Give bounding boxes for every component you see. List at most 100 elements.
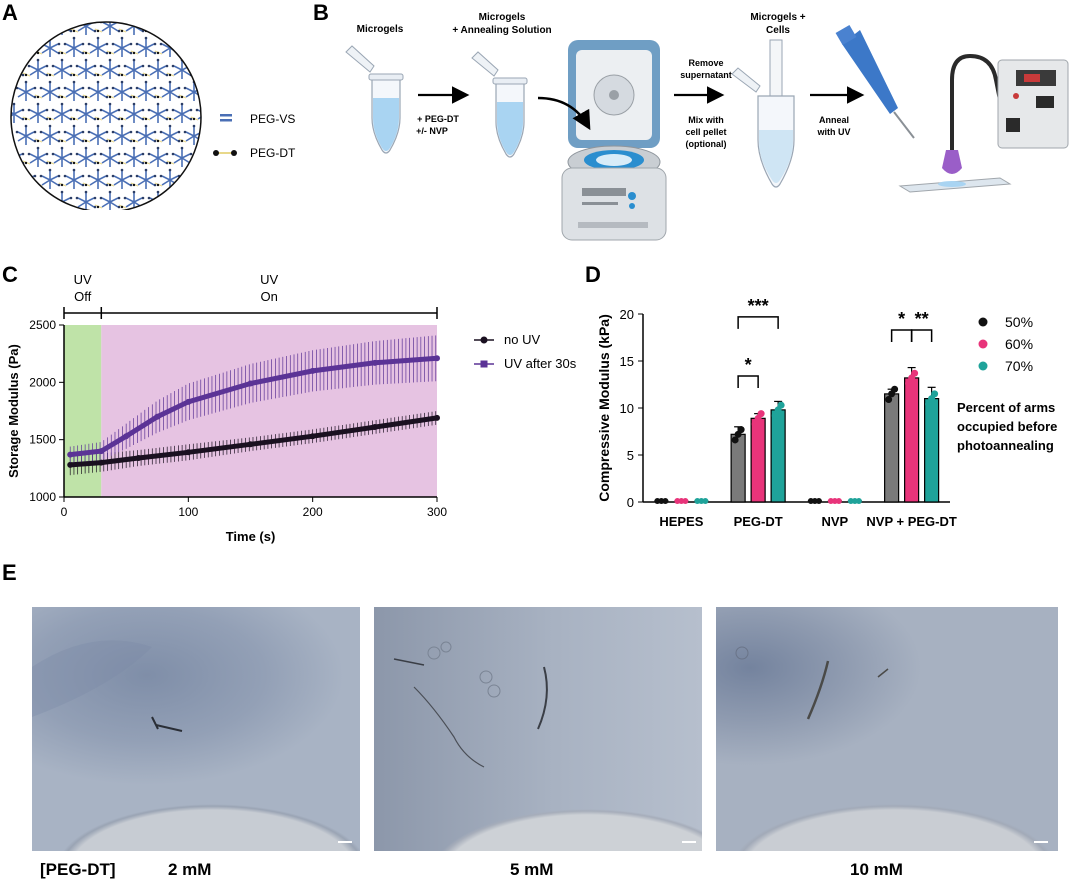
- peg-dt-end: [132, 51, 136, 55]
- step3-label-b: Cells: [766, 25, 790, 36]
- peg-vs-star: [50, 145, 74, 168]
- peg-vs-star: [122, 145, 146, 168]
- peg-vs-star: [38, 167, 62, 190]
- panel-a-legend: PEG-VS PEG-DT: [213, 112, 296, 160]
- c-legend-marker: [480, 336, 488, 344]
- significance-bracket: [910, 329, 933, 342]
- peg-dt-end: [84, 51, 88, 55]
- d-legend-marker: [978, 339, 988, 349]
- peg-dt-end: [156, 183, 160, 187]
- peg-dt-end: [192, 29, 196, 33]
- peg-vs-star: [74, 101, 98, 124]
- replicate-point: [931, 390, 939, 398]
- peg-dt-end: [84, 183, 88, 187]
- peg-vs-star: [146, 57, 170, 80]
- d-legend-label: 70%: [1005, 358, 1033, 374]
- peg-dt-end: [24, 73, 28, 77]
- peg-dt-linker: [203, 95, 210, 98]
- peg-vs-star: [50, 101, 74, 124]
- peg-dt-linker: [166, 204, 175, 209]
- peg-dt-end: [72, 117, 76, 121]
- peg-vs-star: [208, 81, 220, 101]
- peg-vs-star: [62, 79, 86, 102]
- peg-dt-end: [36, 51, 40, 55]
- significance-label: ***: [748, 296, 769, 316]
- c-x-axis-label: Time (s): [226, 529, 276, 544]
- bar: [730, 433, 746, 503]
- peg-vs-star: [134, 123, 158, 146]
- peg-vs-star: [134, 167, 158, 190]
- replicate-point: [925, 400, 933, 408]
- series-0-point: [434, 414, 440, 421]
- peg-dt-end: [120, 73, 124, 77]
- uv-region-label-top: UV: [74, 272, 92, 287]
- series-line-0: [70, 415, 438, 468]
- d-y-tick-label: 5: [627, 448, 634, 463]
- peg-dt-end: [144, 117, 148, 121]
- annealing-tube-icon: [471, 51, 528, 158]
- d-legend-title-line: photoannealing: [957, 438, 1054, 453]
- series-1-point: [247, 380, 254, 387]
- replicate-point: [771, 412, 779, 420]
- series-0-point: [371, 424, 378, 431]
- peg-dt-end: [84, 139, 88, 143]
- condition-label-10mM: 10 mM: [850, 860, 903, 879]
- peg-dt-end: [192, 117, 196, 121]
- series-1-point: [98, 448, 105, 455]
- series-1-point: [123, 433, 130, 440]
- d-category-label: PEG-DT: [734, 514, 783, 529]
- d-y-tick-label: 20: [620, 307, 634, 322]
- peg-dt-linker: [142, 204, 151, 209]
- peg-dt-end: [156, 139, 160, 143]
- peg-vs-star: [122, 101, 146, 124]
- peg-vs-star: [86, 167, 110, 190]
- peg-dt-linker: [46, 28, 55, 33]
- peg-dt-end: [180, 139, 184, 143]
- peg-dt-end: [96, 117, 100, 121]
- peg-dt-end: [205, 96, 207, 98]
- peg-vs-star: [170, 22, 194, 36]
- peg-dt-end: [96, 73, 100, 77]
- replicate-point: [737, 426, 745, 434]
- bar: [904, 377, 920, 503]
- peg-dt-end: [48, 117, 52, 121]
- peg-dt-end: [205, 52, 207, 54]
- series-0-point: [67, 461, 74, 468]
- peg-dt-linker: [178, 182, 187, 187]
- peg-dt-end: [180, 183, 184, 187]
- peg-dt-end: [60, 183, 64, 187]
- peg-dt-linker: [190, 160, 199, 165]
- peg-vs-star: [122, 22, 146, 36]
- step2-label-b: + Annealing Solution: [452, 25, 551, 36]
- uv-region-label-top: UV: [260, 272, 278, 287]
- peg-dt-end: [132, 139, 136, 143]
- series-0-point: [185, 449, 192, 456]
- peg-vs-star: [110, 123, 134, 146]
- c-y-tick-label: 2500: [29, 318, 56, 332]
- peg-vs-star: [146, 101, 170, 124]
- micrograph-10mM-features: [735, 646, 889, 720]
- peg-dt-linker: [166, 28, 175, 33]
- series-0-point: [247, 441, 254, 448]
- replicate-point: [815, 498, 822, 504]
- peg-vs-star: [182, 35, 201, 58]
- peg-vs-star: [11, 145, 26, 168]
- uv-region-0: [64, 325, 102, 497]
- micrograph-2mM: [32, 607, 360, 851]
- replicate-point: [891, 385, 899, 393]
- peg-dt-end: [24, 29, 28, 33]
- peg-vs-star: [26, 57, 50, 80]
- peg-vs-star: [170, 101, 194, 124]
- peg-dt-end: [24, 205, 28, 209]
- arrow2-label-e: (optional): [686, 139, 727, 149]
- peg-dt-end: [108, 51, 112, 55]
- uv-region-label-bottom: Off: [74, 289, 91, 304]
- peg-dt-linker: [22, 28, 31, 33]
- micrograph-5mM: [374, 607, 702, 851]
- centrifuge-icon: [561, 40, 667, 241]
- series-1-point: [185, 398, 192, 405]
- peg-dt-end: [168, 161, 172, 165]
- peg-vs-star: [26, 145, 50, 168]
- bar: [924, 398, 940, 503]
- peg-vs-star: [134, 79, 158, 102]
